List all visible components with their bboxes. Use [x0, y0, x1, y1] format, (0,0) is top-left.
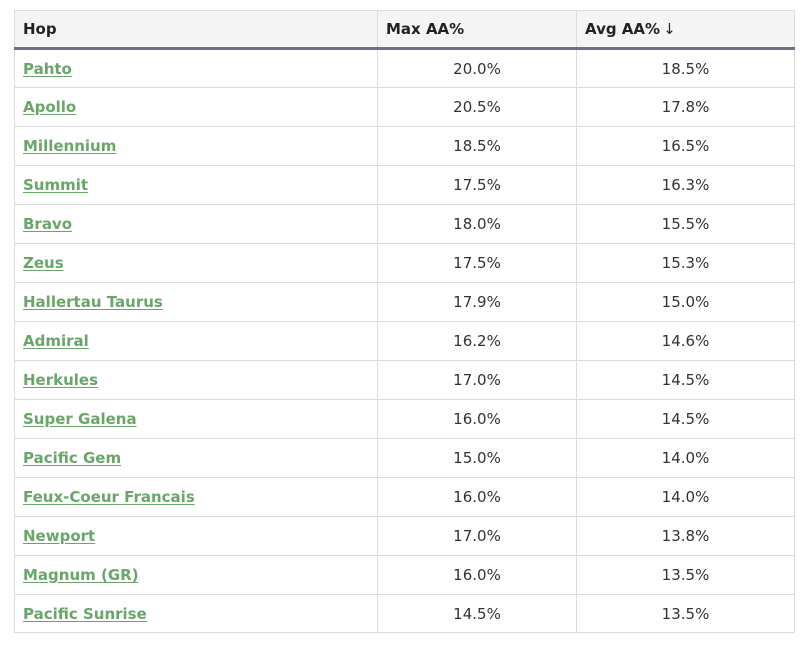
hop-link[interactable]: Herkules [23, 371, 99, 389]
avg-aa-cell: 15.5% [576, 204, 795, 244]
sort-descending-icon: ↓ [663, 20, 676, 38]
avg-aa-cell: 13.8% [576, 516, 795, 556]
avg-aa-cell: 14.0% [576, 477, 795, 517]
hop-link[interactable]: Pacific Gem [23, 449, 122, 467]
max-aa-cell: 16.0% [377, 399, 577, 439]
avg-aa-cell: 13.5% [576, 555, 795, 595]
max-aa-cell: 18.0% [377, 204, 577, 244]
hop-cell: Pacific Sunrise [14, 594, 378, 633]
table-row: Pacific Gem 15.0% 14.0% [14, 438, 795, 478]
max-aa-cell: 16.2% [377, 321, 577, 361]
table-body: Pahto 20.0% 18.5% Apollo 20.5% 17.8% Millenniu… [14, 48, 795, 633]
table-row: Pahto 20.0% 18.5% [14, 48, 795, 88]
table-row: Magnum (GR) 16.0% 13.5% [14, 555, 795, 595]
max-aa-cell: 17.0% [377, 360, 577, 400]
hop-cell: Bravo [14, 204, 378, 244]
hop-cell: Apollo [14, 87, 378, 127]
max-aa-cell: 17.5% [377, 243, 577, 283]
hop-cell: Summit [14, 165, 378, 205]
table-row: Millennium 18.5% 16.5% [14, 126, 795, 166]
hop-link[interactable]: Pahto [23, 59, 72, 78]
hop-table-container: Hop Max AA% Avg AA% ↓ Pahto 20.0% 18.5% Apol… [14, 10, 795, 633]
avg-aa-cell: 14.5% [576, 399, 795, 439]
table-row: Admiral 16.2% 14.6% [14, 321, 795, 361]
hop-cell: Hallertau Taurus [14, 282, 378, 322]
table-row: Pacific Sunrise 14.5% 13.5% [14, 594, 795, 633]
table-row: Zeus 17.5% 15.3% [14, 243, 795, 283]
hop-cell: Pahto [14, 48, 378, 88]
max-aa-cell: 14.5% [377, 594, 577, 633]
hop-link[interactable]: Admiral [23, 332, 89, 350]
column-header-avg-aa[interactable]: Avg AA% ↓ [576, 10, 795, 50]
hop-cell: Pacific Gem [14, 438, 378, 478]
table-row: Herkules 17.0% 14.5% [14, 360, 795, 400]
hop-link[interactable]: Summit [23, 176, 89, 194]
hop-link[interactable]: Millennium [23, 137, 117, 155]
hop-cell: Newport [14, 516, 378, 556]
max-aa-cell: 15.0% [377, 438, 577, 478]
max-aa-cell: 18.5% [377, 126, 577, 166]
hop-link[interactable]: Bravo [23, 215, 73, 233]
hop-link[interactable]: Zeus [23, 254, 64, 272]
hop-cell: Magnum (GR) [14, 555, 378, 595]
hop-link[interactable]: Hallertau Taurus [23, 293, 163, 311]
hop-link[interactable]: Magnum (GR) [23, 566, 139, 584]
avg-aa-cell: 15.0% [576, 282, 795, 322]
avg-aa-cell: 17.8% [576, 87, 795, 127]
max-aa-cell: 17.5% [377, 165, 577, 205]
column-header-max-aa-label: Max AA% [386, 20, 465, 38]
hop-link[interactable]: Newport [23, 527, 96, 545]
max-aa-cell: 20.0% [377, 48, 577, 88]
table-row: Newport 17.0% 13.8% [14, 516, 795, 556]
avg-aa-cell: 14.6% [576, 321, 795, 361]
hop-cell: Feux-Coeur Francais [14, 477, 378, 517]
max-aa-cell: 17.0% [377, 516, 577, 556]
column-header-max-aa[interactable]: Max AA% [377, 10, 577, 50]
hop-cell: Super Galena [14, 399, 378, 439]
column-header-hop[interactable]: Hop [14, 10, 378, 50]
table-row: Super Galena 16.0% 14.5% [14, 399, 795, 439]
column-header-hop-label: Hop [23, 20, 57, 38]
max-aa-cell: 16.0% [377, 477, 577, 517]
hop-cell: Herkules [14, 360, 378, 400]
table-row: Apollo 20.5% 17.8% [14, 87, 795, 127]
hop-link[interactable]: Apollo [23, 98, 77, 116]
hop-cell: Millennium [14, 126, 378, 166]
avg-aa-cell: 14.0% [576, 438, 795, 478]
avg-aa-cell: 14.5% [576, 360, 795, 400]
avg-aa-cell: 15.3% [576, 243, 795, 283]
table-header: Hop Max AA% Avg AA% ↓ [14, 10, 795, 50]
hop-table: Hop Max AA% Avg AA% ↓ Pahto 20.0% 18.5% Apol… [14, 10, 795, 633]
max-aa-cell: 16.0% [377, 555, 577, 595]
avg-aa-cell: 18.5% [576, 48, 795, 88]
table-row: Feux-Coeur Francais 16.0% 14.0% [14, 477, 795, 517]
avg-aa-cell: 13.5% [576, 594, 795, 633]
table-row: Hallertau Taurus 17.9% 15.0% [14, 282, 795, 322]
avg-aa-cell: 16.5% [576, 126, 795, 166]
avg-aa-cell: 16.3% [576, 165, 795, 205]
hop-link[interactable]: Super Galena [23, 410, 137, 428]
hop-link[interactable]: Feux-Coeur Francais [23, 488, 195, 506]
header-row: Hop Max AA% Avg AA% ↓ [14, 10, 795, 50]
max-aa-cell: 20.5% [377, 87, 577, 127]
hop-cell: Admiral [14, 321, 378, 361]
hop-cell: Zeus [14, 243, 378, 283]
hop-link[interactable]: Pacific Sunrise [23, 604, 147, 623]
column-header-avg-aa-label: Avg AA% [585, 20, 661, 38]
table-row: Summit 17.5% 16.3% [14, 165, 795, 205]
table-row: Bravo 18.0% 15.5% [14, 204, 795, 244]
max-aa-cell: 17.9% [377, 282, 577, 322]
